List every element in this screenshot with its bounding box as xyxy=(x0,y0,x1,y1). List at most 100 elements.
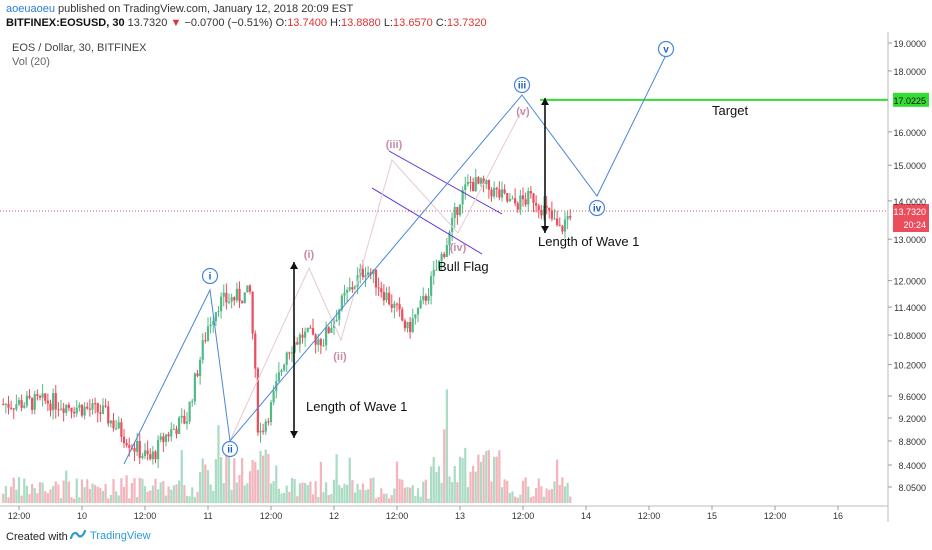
candle-body xyxy=(25,395,28,406)
volume-bar xyxy=(86,479,89,503)
volume-bar xyxy=(540,486,543,503)
candle-body xyxy=(382,292,385,301)
author-link[interactable]: aoeuaoeu xyxy=(6,3,55,15)
volume-bar xyxy=(217,425,220,503)
time-axis: 12:00 10 12:00 11 12:00 12 12:00 13 12:00 14 12:00… xyxy=(8,506,843,521)
candle-body xyxy=(516,203,519,210)
candle-body xyxy=(301,334,304,338)
volume-bar xyxy=(464,447,467,503)
volume-bar xyxy=(401,479,404,503)
candle-body xyxy=(372,269,375,275)
price-chart[interactable]: Target Length of Wave 1 Length of Wave 1 Bu… xyxy=(0,32,932,522)
volume-bar xyxy=(120,478,123,503)
candle-body xyxy=(283,364,286,371)
wave-iii-label: iii xyxy=(518,81,527,92)
candle-body xyxy=(466,181,469,185)
candle-body xyxy=(340,295,343,310)
volume-bar xyxy=(380,488,383,503)
candle-body xyxy=(558,224,561,226)
candle-body xyxy=(351,287,354,290)
volume-bar xyxy=(125,475,128,503)
candle-body xyxy=(521,195,525,200)
candle-body xyxy=(209,324,212,327)
volume-bar xyxy=(104,484,107,503)
volume-bar xyxy=(185,495,189,503)
volume-bar xyxy=(230,489,233,503)
volume-bar xyxy=(138,477,141,503)
time-tick-label: 12:00 xyxy=(764,511,787,521)
volume-bar xyxy=(485,450,488,503)
volume-bar xyxy=(451,481,454,503)
volume-bar xyxy=(36,493,39,503)
volume-bar xyxy=(41,482,44,503)
volume-bar xyxy=(59,498,63,503)
volume-bar xyxy=(204,464,207,503)
volume-bar xyxy=(49,489,52,503)
volume-bar xyxy=(309,481,312,503)
volume-bar xyxy=(503,479,506,503)
volume-bar xyxy=(306,484,309,503)
volume-bar xyxy=(319,461,322,503)
volume-bar xyxy=(500,487,504,503)
candle-body xyxy=(380,288,383,293)
candle-body xyxy=(306,327,309,332)
candle-body xyxy=(540,210,543,216)
candle-body xyxy=(206,326,210,341)
wave1-length-text: Length of Wave 1 xyxy=(306,399,407,414)
volume-bar xyxy=(435,471,438,503)
tradingview-brand-link[interactable]: TradingView xyxy=(90,530,151,542)
volume-bar xyxy=(372,477,375,503)
candle-body xyxy=(482,178,485,184)
candle-body xyxy=(435,269,438,271)
volume-bar xyxy=(23,478,26,503)
subwave-label: (iv) xyxy=(450,242,467,254)
candle-body xyxy=(117,422,120,429)
candle-body xyxy=(256,368,259,433)
wave-path xyxy=(123,54,667,465)
candle-body xyxy=(361,268,364,278)
volume-bar xyxy=(57,484,60,503)
wave1-arrow-head-bottom xyxy=(290,431,298,438)
volume-bar xyxy=(133,478,136,503)
volume-bar xyxy=(456,482,459,503)
volume-bar xyxy=(411,485,414,503)
volume-bar xyxy=(532,496,535,503)
candle-body xyxy=(569,216,572,218)
volume-bar xyxy=(94,485,97,503)
volume-bar xyxy=(374,498,378,503)
candle-body xyxy=(280,370,283,373)
volume-bar xyxy=(117,495,120,503)
candle-body xyxy=(54,393,57,410)
volume-bar xyxy=(241,458,244,503)
volume-bar xyxy=(206,470,210,503)
volume-bar xyxy=(395,461,399,503)
close-label: C: xyxy=(435,17,447,29)
volume-bar xyxy=(225,452,228,503)
volume-bar xyxy=(267,454,270,503)
volume-bar xyxy=(364,490,367,503)
symbol-label: BITFINEX:EOSUSD, 30 xyxy=(6,17,125,29)
volume-bar xyxy=(553,481,556,503)
candle-body xyxy=(406,321,409,329)
candle-body xyxy=(217,311,220,313)
price-tick-label: 8.4000 xyxy=(898,461,926,471)
candle-body xyxy=(285,352,288,365)
chart-area[interactable]: Target Length of Wave 1 Length of Wave 1 Bu… xyxy=(0,32,932,522)
high-label: H: xyxy=(330,17,342,29)
candle-body xyxy=(535,202,538,206)
candle-body xyxy=(424,295,427,301)
candle-body xyxy=(28,395,31,398)
volume-bar xyxy=(262,455,265,503)
candle-body xyxy=(214,312,217,322)
volume-bar xyxy=(314,481,317,503)
price-tick-label: 9.6000 xyxy=(898,392,926,402)
candle-body xyxy=(149,454,152,460)
candle-body xyxy=(248,285,252,292)
open-value: 13.7400 xyxy=(287,17,327,29)
candle-body xyxy=(212,321,215,325)
candle-body xyxy=(422,295,425,301)
volume-bar xyxy=(164,495,168,503)
price-tick-label: 10.2000 xyxy=(893,361,926,371)
volume-bar xyxy=(367,489,370,503)
volume-bar xyxy=(227,455,231,503)
